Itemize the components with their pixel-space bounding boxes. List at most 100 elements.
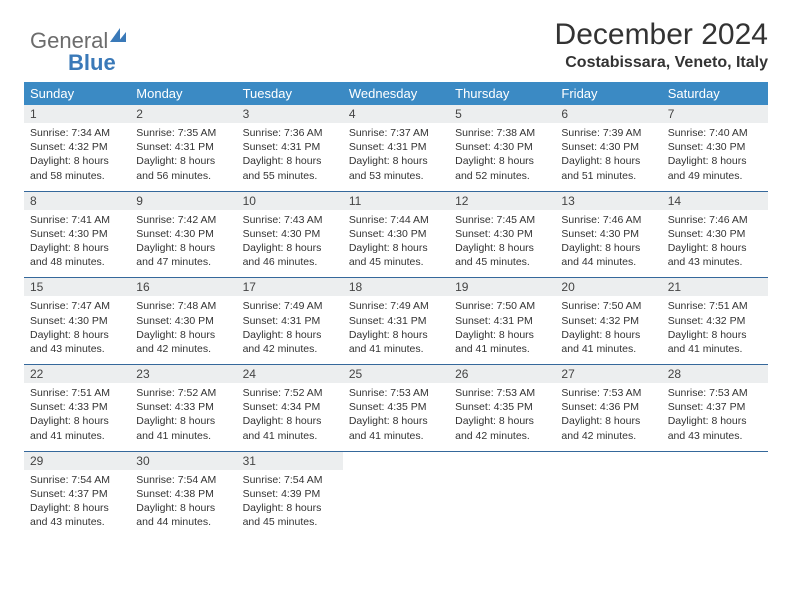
daylight-text: Daylight: 8 hours and 41 minutes. (561, 328, 655, 356)
weekday-header-row: Sunday Monday Tuesday Wednesday Thursday… (24, 82, 768, 105)
sunset-text: Sunset: 4:31 PM (349, 314, 443, 328)
day-number: 10 (237, 192, 343, 210)
sunset-text: Sunset: 4:30 PM (668, 140, 762, 154)
daylight-text: Daylight: 8 hours and 51 minutes. (561, 154, 655, 182)
daylight-text: Daylight: 8 hours and 41 minutes. (136, 414, 230, 442)
day-cell: 12Sunrise: 7:45 AMSunset: 4:30 PMDayligh… (449, 191, 555, 278)
day-number: 26 (449, 365, 555, 383)
day-details: Sunrise: 7:49 AMSunset: 4:31 PMDaylight:… (343, 296, 449, 364)
day-details: Sunrise: 7:53 AMSunset: 4:36 PMDaylight:… (555, 383, 661, 451)
day-details: Sunrise: 7:50 AMSunset: 4:31 PMDaylight:… (449, 296, 555, 364)
day-number: 7 (662, 105, 768, 123)
sunset-text: Sunset: 4:31 PM (349, 140, 443, 154)
sunset-text: Sunset: 4:30 PM (668, 227, 762, 241)
sunrise-text: Sunrise: 7:54 AM (30, 473, 124, 487)
sunset-text: Sunset: 4:31 PM (243, 140, 337, 154)
weekday-header: Wednesday (343, 82, 449, 105)
day-number: 11 (343, 192, 449, 210)
sunrise-text: Sunrise: 7:37 AM (349, 126, 443, 140)
day-cell: 20Sunrise: 7:50 AMSunset: 4:32 PMDayligh… (555, 278, 661, 365)
day-details: Sunrise: 7:48 AMSunset: 4:30 PMDaylight:… (130, 296, 236, 364)
day-details: Sunrise: 7:54 AMSunset: 4:38 PMDaylight:… (130, 470, 236, 538)
sunrise-text: Sunrise: 7:51 AM (30, 386, 124, 400)
sunrise-text: Sunrise: 7:35 AM (136, 126, 230, 140)
day-number: 29 (24, 452, 130, 470)
header-block: December 2024 Costabissara, Veneto, Ital… (24, 18, 768, 72)
day-number: 15 (24, 278, 130, 296)
daylight-text: Daylight: 8 hours and 44 minutes. (561, 241, 655, 269)
daylight-text: Daylight: 8 hours and 42 minutes. (561, 414, 655, 442)
day-cell: 29Sunrise: 7:54 AMSunset: 4:37 PMDayligh… (24, 451, 130, 537)
day-cell (662, 451, 768, 537)
day-details: Sunrise: 7:36 AMSunset: 4:31 PMDaylight:… (237, 123, 343, 191)
day-number: 20 (555, 278, 661, 296)
day-cell: 11Sunrise: 7:44 AMSunset: 4:30 PMDayligh… (343, 191, 449, 278)
daylight-text: Daylight: 8 hours and 56 minutes. (136, 154, 230, 182)
sunset-text: Sunset: 4:31 PM (136, 140, 230, 154)
day-cell: 15Sunrise: 7:47 AMSunset: 4:30 PMDayligh… (24, 278, 130, 365)
week-row: 29Sunrise: 7:54 AMSunset: 4:37 PMDayligh… (24, 451, 768, 537)
sunrise-text: Sunrise: 7:53 AM (668, 386, 762, 400)
daylight-text: Daylight: 8 hours and 41 minutes. (455, 328, 549, 356)
sunset-text: Sunset: 4:33 PM (30, 400, 124, 414)
day-number: 19 (449, 278, 555, 296)
day-number: 27 (555, 365, 661, 383)
weekday-header: Friday (555, 82, 661, 105)
week-row: 1Sunrise: 7:34 AMSunset: 4:32 PMDaylight… (24, 105, 768, 191)
daylight-text: Daylight: 8 hours and 43 minutes. (668, 414, 762, 442)
day-details: Sunrise: 7:40 AMSunset: 4:30 PMDaylight:… (662, 123, 768, 191)
sunrise-text: Sunrise: 7:38 AM (455, 126, 549, 140)
sunrise-text: Sunrise: 7:41 AM (30, 213, 124, 227)
day-number: 23 (130, 365, 236, 383)
sunset-text: Sunset: 4:35 PM (455, 400, 549, 414)
daylight-text: Daylight: 8 hours and 41 minutes. (349, 328, 443, 356)
sunrise-text: Sunrise: 7:46 AM (561, 213, 655, 227)
day-cell: 6Sunrise: 7:39 AMSunset: 4:30 PMDaylight… (555, 105, 661, 191)
daylight-text: Daylight: 8 hours and 41 minutes. (30, 414, 124, 442)
day-cell: 27Sunrise: 7:53 AMSunset: 4:36 PMDayligh… (555, 365, 661, 452)
weekday-header: Tuesday (237, 82, 343, 105)
day-number: 24 (237, 365, 343, 383)
sunset-text: Sunset: 4:37 PM (30, 487, 124, 501)
day-details: Sunrise: 7:50 AMSunset: 4:32 PMDaylight:… (555, 296, 661, 364)
sunrise-text: Sunrise: 7:53 AM (455, 386, 549, 400)
day-cell: 25Sunrise: 7:53 AMSunset: 4:35 PMDayligh… (343, 365, 449, 452)
weekday-header: Sunday (24, 82, 130, 105)
day-cell (555, 451, 661, 537)
day-details: Sunrise: 7:41 AMSunset: 4:30 PMDaylight:… (24, 210, 130, 278)
page-title: December 2024 (24, 18, 768, 52)
daylight-text: Daylight: 8 hours and 43 minutes. (668, 241, 762, 269)
logo-triangle-icon (118, 32, 126, 42)
day-number: 28 (662, 365, 768, 383)
daylight-text: Daylight: 8 hours and 42 minutes. (136, 328, 230, 356)
day-number: 9 (130, 192, 236, 210)
daylight-text: Daylight: 8 hours and 52 minutes. (455, 154, 549, 182)
sunrise-text: Sunrise: 7:47 AM (30, 299, 124, 313)
sunset-text: Sunset: 4:39 PM (243, 487, 337, 501)
day-number: 21 (662, 278, 768, 296)
day-cell: 19Sunrise: 7:50 AMSunset: 4:31 PMDayligh… (449, 278, 555, 365)
daylight-text: Daylight: 8 hours and 43 minutes. (30, 501, 124, 529)
day-number: 5 (449, 105, 555, 123)
sunrise-text: Sunrise: 7:53 AM (561, 386, 655, 400)
calendar-table: Sunday Monday Tuesday Wednesday Thursday… (24, 82, 768, 537)
day-cell: 17Sunrise: 7:49 AMSunset: 4:31 PMDayligh… (237, 278, 343, 365)
day-details: Sunrise: 7:54 AMSunset: 4:37 PMDaylight:… (24, 470, 130, 538)
day-details: Sunrise: 7:46 AMSunset: 4:30 PMDaylight:… (555, 210, 661, 278)
sunset-text: Sunset: 4:30 PM (561, 227, 655, 241)
sunset-text: Sunset: 4:30 PM (30, 227, 124, 241)
day-cell (449, 451, 555, 537)
day-cell: 5Sunrise: 7:38 AMSunset: 4:30 PMDaylight… (449, 105, 555, 191)
sunset-text: Sunset: 4:31 PM (455, 314, 549, 328)
week-row: 22Sunrise: 7:51 AMSunset: 4:33 PMDayligh… (24, 365, 768, 452)
daylight-text: Daylight: 8 hours and 43 minutes. (30, 328, 124, 356)
day-details: Sunrise: 7:39 AMSunset: 4:30 PMDaylight:… (555, 123, 661, 191)
daylight-text: Daylight: 8 hours and 48 minutes. (30, 241, 124, 269)
day-cell: 2Sunrise: 7:35 AMSunset: 4:31 PMDaylight… (130, 105, 236, 191)
weekday-header: Thursday (449, 82, 555, 105)
day-number: 14 (662, 192, 768, 210)
day-details: Sunrise: 7:53 AMSunset: 4:35 PMDaylight:… (343, 383, 449, 451)
sunset-text: Sunset: 4:31 PM (243, 314, 337, 328)
day-details: Sunrise: 7:52 AMSunset: 4:34 PMDaylight:… (237, 383, 343, 451)
day-details: Sunrise: 7:42 AMSunset: 4:30 PMDaylight:… (130, 210, 236, 278)
